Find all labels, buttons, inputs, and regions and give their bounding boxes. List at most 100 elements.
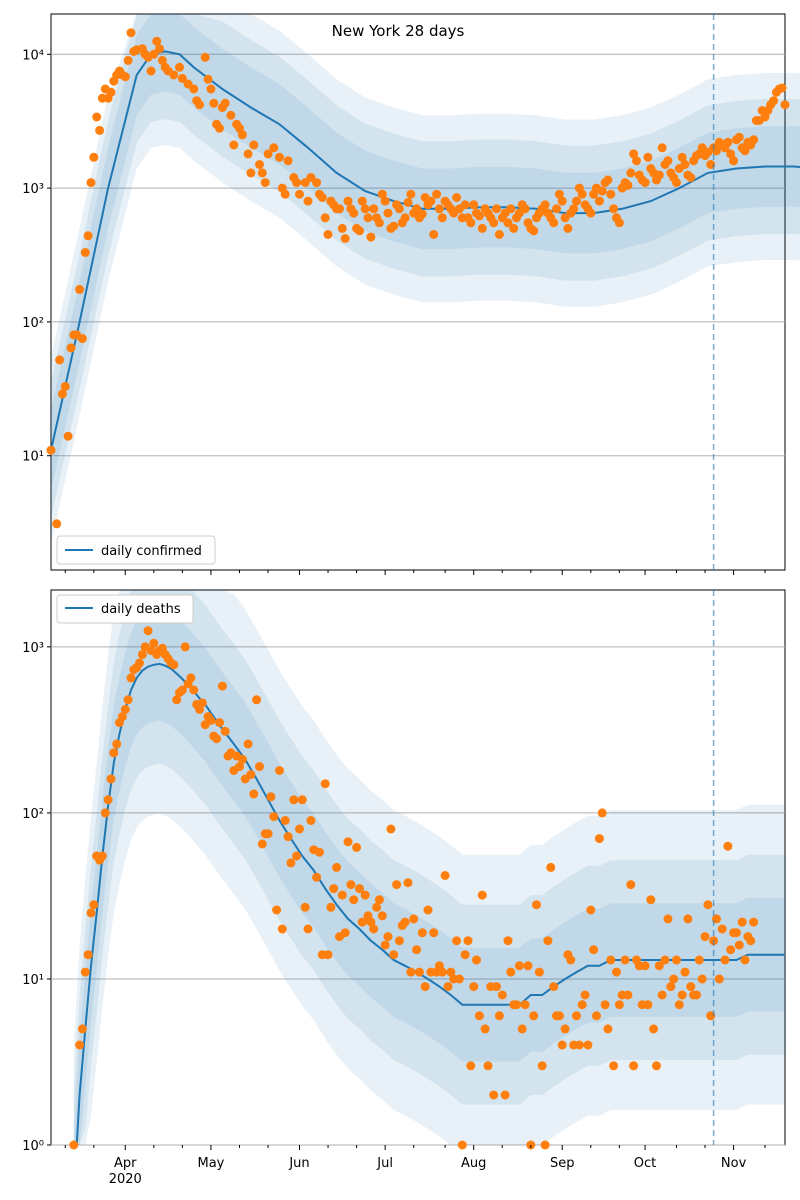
observed-point <box>529 226 539 236</box>
observed-point <box>597 808 607 818</box>
observed-point <box>420 982 430 992</box>
observed-point <box>252 695 262 705</box>
observed-point <box>672 178 681 188</box>
observed-point <box>286 858 296 868</box>
observed-point <box>295 189 304 199</box>
observed-point <box>597 186 607 196</box>
observed-point <box>677 990 687 1000</box>
observed-point <box>289 795 299 805</box>
observed-point <box>683 914 693 924</box>
observed-point <box>249 789 259 799</box>
observed-point <box>500 1090 510 1100</box>
observed-point <box>746 936 756 946</box>
y-tick-label: 10² <box>22 807 44 822</box>
observed-point <box>574 1040 584 1050</box>
observed-point <box>632 156 641 166</box>
observed-point <box>563 223 573 233</box>
observed-point <box>246 770 256 780</box>
observed-point <box>603 175 613 185</box>
observed-point <box>714 974 724 984</box>
observed-point <box>686 982 696 992</box>
observed-point <box>257 839 267 849</box>
legend-confirmed-label: daily confirmed <box>101 544 202 559</box>
observed-point <box>572 196 581 206</box>
observed-point <box>360 890 370 900</box>
observed-point <box>272 905 282 915</box>
observed-point <box>594 834 604 844</box>
observed-point <box>212 734 222 744</box>
observed-point <box>466 1061 476 1071</box>
observed-point <box>409 914 419 924</box>
observed-point <box>457 1140 467 1150</box>
observed-point <box>394 936 404 946</box>
observed-point <box>337 890 347 900</box>
observed-point <box>195 100 204 110</box>
observed-point <box>557 1040 567 1050</box>
x-tick-label: May <box>197 1156 224 1171</box>
observed-point <box>694 955 704 965</box>
observed-point <box>469 982 479 992</box>
observed-point <box>577 1000 587 1010</box>
observed-point <box>592 1011 601 1021</box>
observed-point <box>626 880 636 890</box>
observed-point <box>517 1024 527 1034</box>
observed-point <box>423 905 433 915</box>
observed-point <box>477 890 487 900</box>
legend-deaths-label: daily deaths <box>101 602 181 617</box>
observed-point <box>534 967 544 977</box>
panel-deaths-yticks: 10⁰ 10¹ 10² 10³ <box>22 641 51 1154</box>
observed-point <box>492 204 501 214</box>
observed-point <box>740 955 750 965</box>
observed-point <box>200 52 210 62</box>
observed-point <box>297 795 307 805</box>
panel-deaths-gridlines <box>51 646 785 1146</box>
observed-point <box>366 232 376 242</box>
panel-confirmed-bands <box>51 14 800 544</box>
observed-point <box>303 924 313 934</box>
observed-point <box>600 1000 610 1010</box>
observed-point <box>594 196 604 206</box>
observed-point <box>172 695 182 705</box>
observed-point <box>546 862 556 872</box>
observed-point <box>657 143 667 153</box>
observed-point <box>343 837 353 847</box>
observed-point <box>220 726 230 736</box>
x-tick-label: Aug <box>461 1156 486 1171</box>
observed-point <box>369 924 379 934</box>
observed-point <box>737 917 747 927</box>
observed-point <box>346 880 356 890</box>
observed-point <box>580 990 590 1000</box>
observed-point <box>532 900 541 910</box>
observed-point <box>506 967 516 977</box>
observed-point <box>626 168 636 178</box>
observed-point <box>357 917 367 927</box>
observed-point <box>349 895 359 905</box>
observed-point <box>477 223 487 233</box>
panel-confirmed: 10¹ 10² 10³ 10⁴ New York 28 days daily conf… <box>22 13 800 575</box>
x-tick-label: Jun <box>288 1156 309 1171</box>
x-tick-label: Nov <box>721 1156 747 1171</box>
observed-point <box>77 334 87 344</box>
observed-point <box>215 123 224 133</box>
observed-point <box>243 149 253 159</box>
observed-point <box>503 936 513 946</box>
observed-point <box>197 698 207 708</box>
observed-point <box>275 152 284 162</box>
observed-point <box>366 917 376 927</box>
observed-point <box>280 816 290 825</box>
observed-point <box>646 895 656 905</box>
observed-point <box>437 967 447 977</box>
observed-point <box>52 519 62 529</box>
observed-point <box>312 178 322 188</box>
observed-point <box>720 955 730 965</box>
observed-point <box>357 196 367 206</box>
observed-point <box>180 642 190 652</box>
observed-point <box>529 1011 539 1021</box>
observed-point <box>69 1140 79 1150</box>
observed-point <box>623 180 633 190</box>
observed-point <box>92 112 102 122</box>
observed-point <box>740 146 750 156</box>
observed-point <box>572 1011 581 1021</box>
